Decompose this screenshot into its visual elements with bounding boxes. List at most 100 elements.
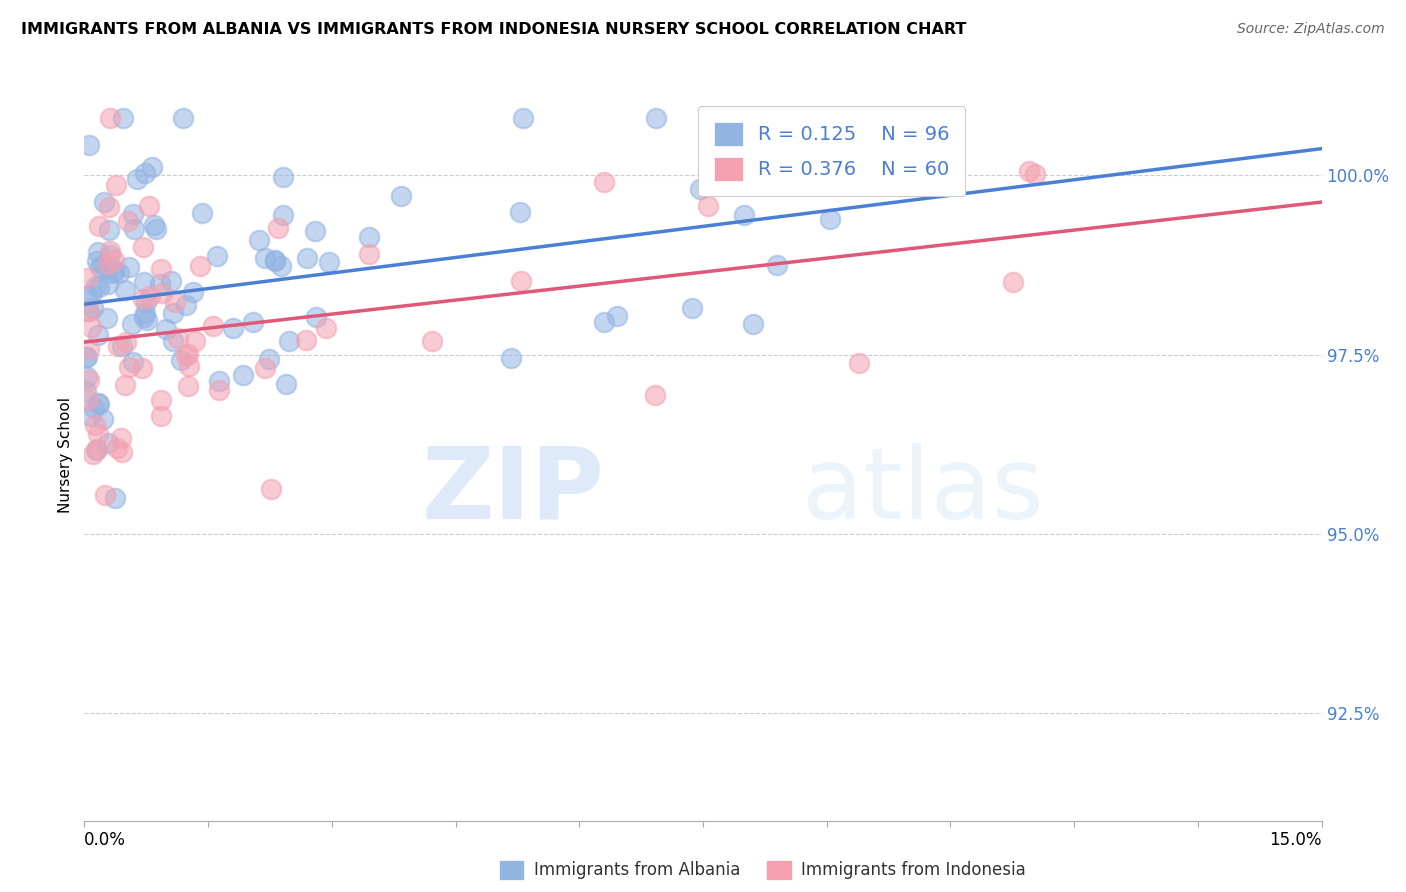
Point: [818, 211, 841, 226]
Point: [77, 303, 100, 318]
Point: [733, 208, 755, 222]
Point: [79, 342, 101, 356]
Point: [105, 178, 128, 192]
Point: [271, 169, 294, 184]
Text: Immigrants from Albania: Immigrants from Albania: [534, 861, 741, 879]
Point: [134, 275, 156, 289]
Point: [118, 260, 141, 274]
Point: [174, 298, 197, 312]
Point: [145, 222, 167, 236]
Point: [188, 259, 211, 273]
Point: [149, 392, 172, 407]
Point: [832, 143, 855, 157]
Point: [270, 259, 292, 273]
Point: [84, 442, 107, 457]
Point: [501, 351, 523, 365]
Point: [76, 350, 98, 364]
Point: [132, 310, 155, 324]
Point: [82, 301, 104, 316]
Point: [80, 288, 103, 302]
Point: [512, 111, 534, 125]
Point: [681, 301, 703, 315]
Point: [77, 137, 100, 152]
Point: [166, 331, 188, 345]
Point: [208, 383, 231, 397]
Point: [510, 274, 533, 288]
Point: [134, 166, 156, 180]
Point: [84, 278, 107, 293]
Point: [149, 277, 172, 291]
Point: [87, 397, 110, 411]
Point: [93, 195, 115, 210]
Point: [97, 436, 120, 450]
Point: [183, 334, 205, 349]
Point: [142, 218, 165, 232]
Point: [177, 379, 200, 393]
Point: [162, 334, 184, 348]
Point: [267, 220, 290, 235]
Point: [304, 310, 326, 325]
Point: [96, 261, 118, 276]
Point: [101, 266, 124, 280]
Point: [162, 306, 184, 320]
Point: [91, 258, 114, 272]
Point: [247, 233, 270, 247]
Point: [91, 412, 114, 426]
Point: [98, 244, 121, 259]
Point: [86, 327, 108, 342]
Point: [593, 315, 616, 329]
Point: [105, 441, 128, 455]
Y-axis label: Nursery School: Nursery School: [58, 397, 73, 513]
Point: [98, 247, 121, 261]
Point: [191, 206, 214, 220]
Point: [110, 431, 132, 445]
Point: [135, 313, 157, 327]
Point: [77, 392, 100, 407]
Point: [77, 373, 100, 387]
Point: [259, 351, 281, 366]
Point: [848, 356, 870, 370]
Point: [76, 289, 98, 303]
Point: [253, 360, 276, 375]
Point: [76, 370, 98, 384]
Text: ZIP: ZIP: [422, 443, 605, 540]
Point: [1024, 167, 1046, 181]
Point: [644, 387, 666, 401]
Point: [97, 257, 120, 271]
Point: [357, 229, 380, 244]
Point: [104, 491, 127, 505]
Point: [276, 376, 298, 391]
Point: [125, 172, 148, 186]
Point: [114, 284, 136, 298]
Point: [1001, 275, 1024, 289]
Point: [132, 292, 155, 306]
Point: [593, 176, 616, 190]
Point: [87, 219, 110, 234]
Point: [117, 214, 139, 228]
Point: [96, 310, 118, 325]
Point: [318, 255, 340, 269]
Point: [77, 304, 100, 318]
Point: [139, 289, 162, 303]
Text: Source: ZipAtlas.com: Source: ZipAtlas.com: [1237, 22, 1385, 37]
Point: [87, 245, 110, 260]
Point: [644, 111, 666, 125]
Point: [271, 208, 294, 222]
Point: [169, 352, 191, 367]
Point: [201, 319, 224, 334]
Point: [122, 207, 145, 221]
Point: [122, 221, 145, 235]
Point: [172, 111, 194, 125]
Text: Immigrants from Indonesia: Immigrants from Indonesia: [801, 861, 1026, 879]
Point: [118, 360, 141, 375]
Text: 0.0%: 0.0%: [84, 831, 127, 849]
Point: [121, 317, 143, 331]
Point: [76, 271, 98, 285]
Point: [242, 315, 264, 329]
Point: [294, 333, 316, 347]
Point: [108, 266, 131, 280]
Point: [103, 253, 125, 268]
Point: [75, 384, 97, 398]
Point: [304, 224, 326, 238]
Point: [135, 295, 157, 310]
